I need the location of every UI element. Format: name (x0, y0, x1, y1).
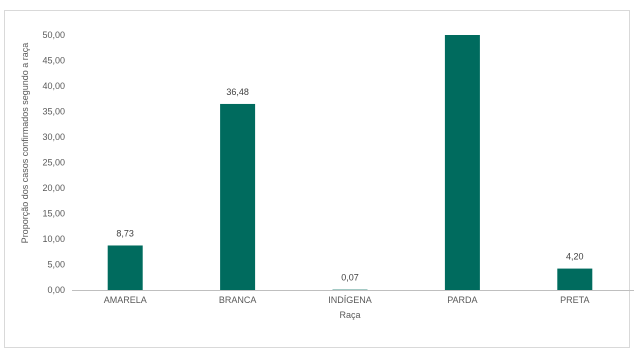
y-axis-title: Proporção dos casos confirmados segundo … (20, 43, 30, 244)
y-tick-label: 0,00 (47, 285, 65, 295)
data-label: 8,73 (116, 228, 134, 238)
bar-parda (444, 35, 480, 290)
x-axis-title: Raça (339, 310, 360, 320)
bar-branca (220, 103, 256, 291)
bar-amarela (107, 245, 143, 290)
bars (107, 35, 593, 291)
y-tick-label: 30,00 (42, 132, 65, 142)
x-category-label: INDÍGENA (328, 295, 372, 305)
x-category-label: PARDA (447, 295, 477, 305)
x-category-label: PRETA (560, 295, 589, 305)
y-tick-label: 20,00 (42, 183, 65, 193)
y-tick-label: 40,00 (42, 81, 65, 91)
y-axis-ticks: 0,00 5,00 10,00 15,00 20,00 25,00 30,00 35,00 40… (42, 30, 65, 295)
data-label: 0,07 (341, 273, 359, 283)
chart-frame (4, 10, 630, 348)
y-tick-label: 5,00 (47, 260, 65, 270)
x-category-label: BRANCA (219, 295, 257, 305)
y-tick-label: 35,00 (42, 107, 65, 117)
y-tick-label: 10,00 (42, 234, 65, 244)
bar-preta (557, 268, 593, 290)
y-tick-label: 50,00 (42, 30, 65, 40)
y-tick-label: 45,00 (42, 56, 65, 66)
data-label: 4,20 (566, 252, 584, 262)
x-category-label: AMARELA (104, 295, 147, 305)
data-label: 36,48 (226, 87, 249, 97)
y-tick-label: 15,00 (42, 209, 65, 219)
data-labels: 8,73 36,48 0,07 4,20 (116, 87, 583, 283)
x-axis-categories: AMARELA BRANCA INDÍGENA PARDA PRETA (104, 295, 590, 305)
y-tick-label: 25,00 (42, 158, 65, 168)
